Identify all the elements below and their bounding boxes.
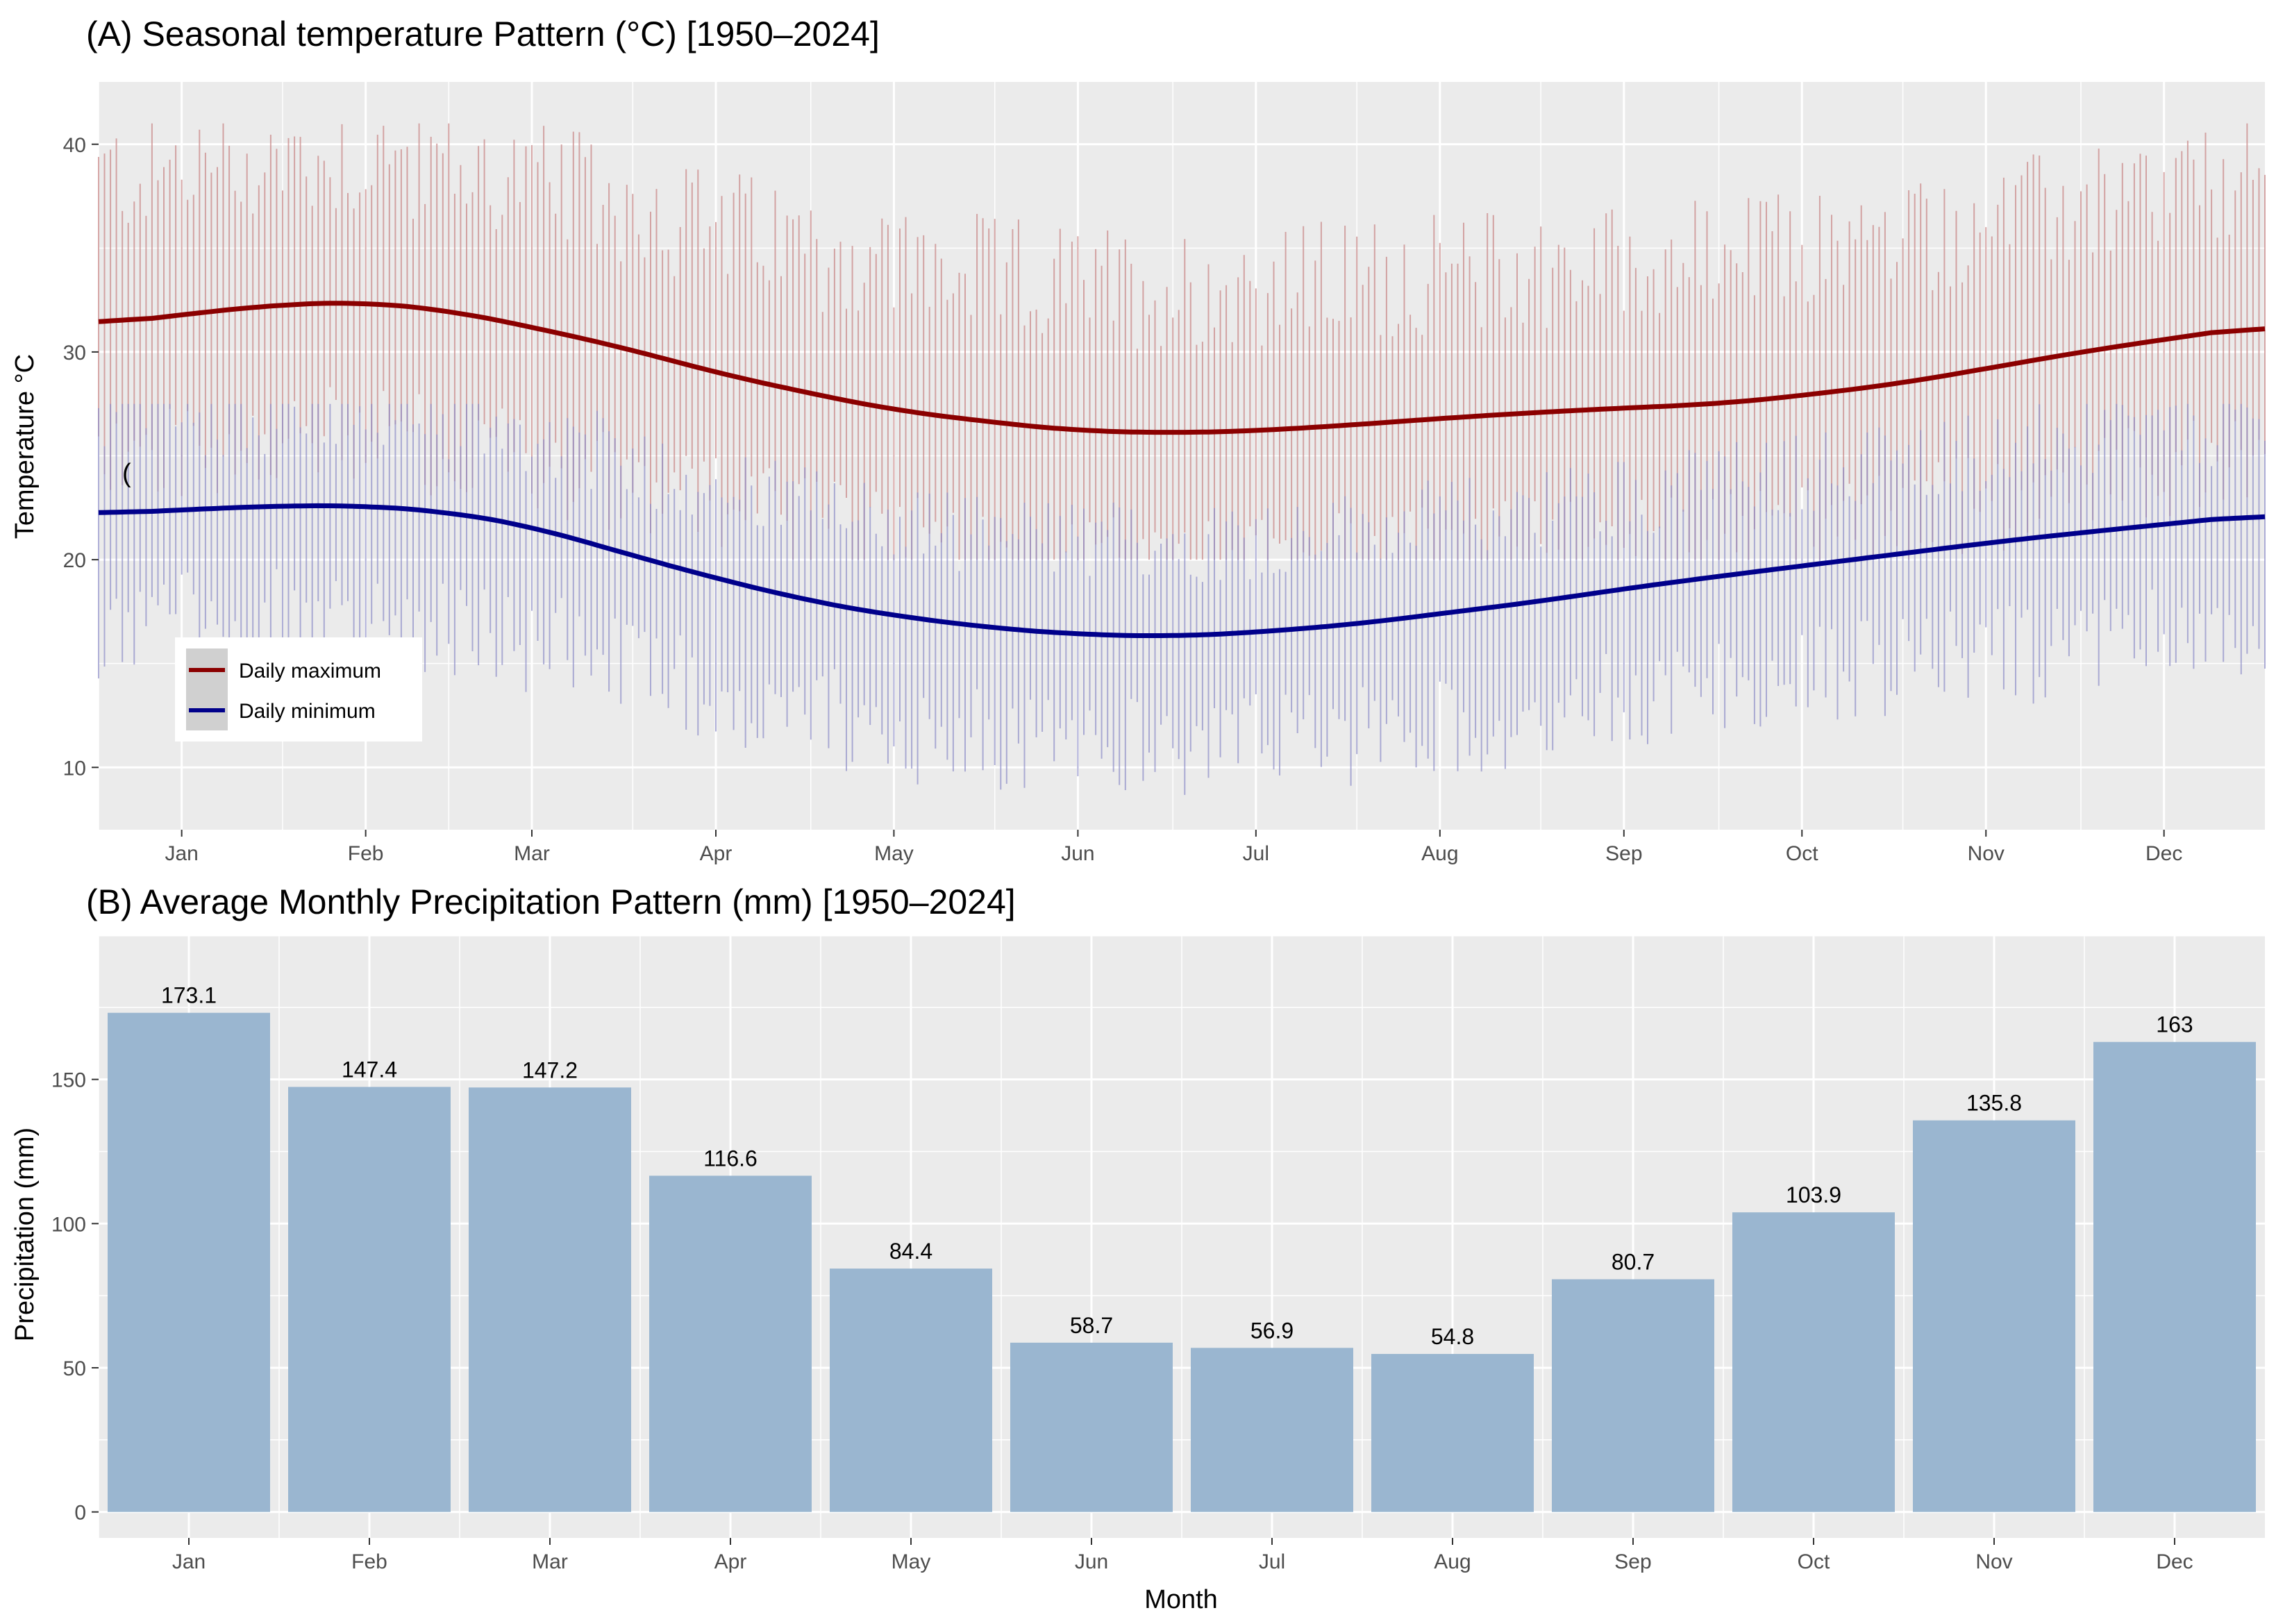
x-tick-label: Aug [1421, 842, 1458, 865]
bar-may [830, 1269, 992, 1512]
panel-b-ticks: 0 50 100 150 Jan Feb Mar Apr May Jun Jul Aug Sep Oct N… [51, 1069, 2193, 1573]
panel-a-ticks: 10 20 30 40 Jan Feb Mar Apr May Jun Jul Aug Sep Oct No… [63, 134, 2183, 865]
bar-mar [469, 1087, 631, 1512]
bar-jul [1191, 1348, 1353, 1512]
bar-label-may: 84.4 [889, 1239, 932, 1264]
bar-label-apr: 116.6 [703, 1146, 758, 1171]
x-tick-label: Jun [1061, 842, 1094, 865]
bar-sep [1552, 1279, 1714, 1512]
x-tick-label: Jul [1243, 842, 1269, 865]
panel-a-y-axis-title: Temperature °C [10, 354, 40, 539]
x-tick-label: Jul [1259, 1550, 1285, 1573]
y-tick-label: 10 [63, 757, 86, 780]
x-tick-label: Dec [2156, 1550, 2193, 1573]
x-tick-label: Nov [1968, 842, 2005, 865]
x-tick-label: May [892, 1550, 931, 1573]
daily-minimum-range-bars [98, 403, 2266, 795]
x-tick-label: Apr [714, 1550, 747, 1573]
panel-b-bars [108, 1012, 2256, 1512]
bar-label-sep: 80.7 [1612, 1249, 1655, 1274]
daily-maximum-line [98, 301, 2266, 435]
daily-minimum-line [98, 503, 2266, 638]
x-tick-label: Jan [172, 1550, 206, 1573]
y-tick-label: 0 [74, 1502, 86, 1525]
bar-label-dec: 163 [2156, 1012, 2193, 1037]
bar-nov [1913, 1120, 2075, 1512]
legend-label-daily-maximum: Daily maximum [239, 660, 381, 683]
y-tick-label: 50 [63, 1357, 86, 1380]
panel-b-title: (B) Average Monthly Precipitation Patter… [86, 882, 1016, 921]
bar-label-aug: 54.8 [1431, 1324, 1474, 1349]
x-tick-label: Feb [351, 1550, 387, 1573]
daily-minimum-spread [98, 403, 2266, 795]
panel-b-y-axis-title: Precipitation (mm) [10, 1128, 40, 1341]
bar-oct [1732, 1212, 1895, 1512]
bar-label-feb: 147.4 [342, 1057, 397, 1082]
bar-jan [108, 1012, 270, 1512]
x-tick-label: Apr [700, 842, 733, 865]
panel-a-series-lines [98, 301, 2266, 638]
panel-b-x-axis-title: Month [1144, 1585, 1218, 1614]
bar-aug [1371, 1354, 1534, 1512]
bar-jun [1010, 1342, 1173, 1512]
x-tick-label: Sep [1614, 1550, 1651, 1573]
y-tick-label: 150 [51, 1069, 86, 1092]
y-tick-label: 20 [63, 549, 86, 572]
x-tick-label: Oct [1798, 1550, 1830, 1573]
x-tick-label: Mar [532, 1550, 568, 1573]
bar-apr [649, 1175, 812, 1512]
x-tick-label: Mar [514, 842, 550, 865]
x-tick-label: May [874, 842, 914, 865]
bar-dec [2093, 1041, 2256, 1512]
x-tick-label: Sep [1605, 842, 1642, 865]
panel-a-legend: Daily maximum Daily minimum [175, 637, 422, 742]
y-tick-label: 100 [51, 1213, 86, 1236]
bar-label-jan: 173.1 [161, 983, 217, 1008]
panel-b-precipitation-chart: 173.1 147.4 147.2 116.6 84.4 58.7 56.9 54.8 80.7… [10, 934, 2265, 1614]
x-tick-label: Jan [165, 842, 198, 865]
panel-a-temperature-chart: 10 20 30 40 Jan Feb Mar Apr May Jun Jul Aug Sep Oct No… [10, 82, 2266, 865]
x-tick-label: Aug [1434, 1550, 1471, 1573]
panel-a-annotation: ( [122, 459, 131, 488]
x-tick-label: Dec [2145, 842, 2182, 865]
y-tick-label: 30 [63, 342, 86, 365]
bar-feb [288, 1087, 451, 1512]
legend-key-background [186, 648, 228, 730]
bar-label-mar: 147.2 [522, 1057, 578, 1082]
x-tick-label: Nov [1975, 1550, 2012, 1573]
x-tick-label: Feb [348, 842, 384, 865]
bar-label-jun: 58.7 [1070, 1313, 1113, 1338]
legend-label-daily-minimum: Daily minimum [239, 700, 376, 723]
panel-b-bar-labels: 173.1 147.4 147.2 116.6 84.4 58.7 56.9 54.8 80.7… [161, 983, 2193, 1349]
panel-a-title: (A) Seasonal temperature Pattern (°C) [1… [86, 15, 880, 53]
bar-label-nov: 135.8 [1966, 1091, 2022, 1116]
bar-label-jul: 56.9 [1250, 1318, 1294, 1343]
x-tick-label: Jun [1075, 1550, 1108, 1573]
y-tick-label: 40 [63, 134, 86, 157]
bar-label-oct: 103.9 [1786, 1182, 1841, 1207]
x-tick-label: Oct [1786, 842, 1818, 865]
